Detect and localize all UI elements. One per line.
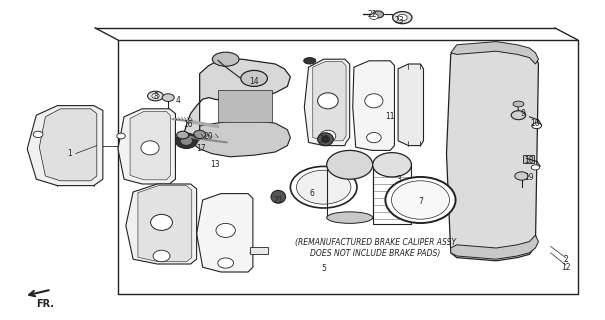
Text: 2: 2: [563, 255, 568, 264]
Polygon shape: [451, 42, 538, 64]
Ellipse shape: [141, 141, 159, 155]
Ellipse shape: [212, 52, 239, 66]
Text: 23: 23: [394, 16, 404, 25]
Ellipse shape: [320, 130, 336, 142]
Text: 19: 19: [525, 173, 534, 182]
Text: 17: 17: [196, 144, 206, 153]
Polygon shape: [185, 59, 290, 142]
Ellipse shape: [318, 93, 338, 109]
Text: 3: 3: [397, 175, 402, 184]
Bar: [523, 155, 534, 163]
Ellipse shape: [271, 190, 286, 203]
Polygon shape: [451, 235, 538, 259]
Polygon shape: [27, 106, 103, 186]
Text: 5: 5: [321, 264, 326, 273]
Ellipse shape: [397, 14, 407, 21]
Text: 8: 8: [153, 92, 158, 100]
Ellipse shape: [216, 223, 235, 237]
Ellipse shape: [218, 258, 234, 268]
Polygon shape: [197, 194, 253, 272]
Ellipse shape: [531, 165, 540, 170]
Text: 4: 4: [176, 96, 181, 105]
Ellipse shape: [511, 111, 526, 120]
Polygon shape: [398, 64, 424, 146]
Text: (REMANUFACTURED BRAKE CALIPER ASSY
DOES NOT INCLUDE BRAKE PADS): (REMANUFACTURED BRAKE CALIPER ASSY DOES …: [295, 238, 456, 258]
Text: 11: 11: [385, 112, 395, 121]
Ellipse shape: [370, 14, 378, 20]
Ellipse shape: [365, 94, 383, 108]
Polygon shape: [130, 111, 171, 180]
Ellipse shape: [152, 93, 159, 99]
Text: FR.: FR.: [36, 299, 54, 309]
Ellipse shape: [373, 153, 411, 177]
Ellipse shape: [194, 130, 206, 139]
Text: 10: 10: [531, 119, 540, 128]
Ellipse shape: [241, 70, 267, 86]
Ellipse shape: [318, 133, 333, 146]
Bar: [250, 247, 268, 254]
Ellipse shape: [153, 250, 170, 262]
Ellipse shape: [322, 136, 329, 142]
Ellipse shape: [296, 170, 351, 204]
Polygon shape: [185, 120, 290, 157]
Text: 20: 20: [204, 132, 214, 140]
Ellipse shape: [177, 131, 189, 139]
Ellipse shape: [532, 123, 541, 129]
Text: 7: 7: [418, 197, 423, 206]
Ellipse shape: [304, 58, 316, 64]
Polygon shape: [118, 109, 175, 184]
Ellipse shape: [117, 133, 125, 139]
Polygon shape: [39, 109, 97, 181]
Text: 22: 22: [367, 10, 377, 19]
Ellipse shape: [175, 133, 197, 148]
Ellipse shape: [515, 172, 528, 180]
Text: 1: 1: [67, 149, 72, 158]
Polygon shape: [126, 184, 197, 264]
Ellipse shape: [385, 177, 456, 223]
Text: 13: 13: [210, 160, 220, 169]
Polygon shape: [446, 43, 538, 261]
Ellipse shape: [513, 101, 524, 107]
Bar: [218, 90, 272, 122]
Text: 18: 18: [525, 156, 534, 164]
Ellipse shape: [327, 212, 373, 223]
Polygon shape: [313, 61, 346, 141]
Polygon shape: [353, 61, 394, 150]
Text: 21: 21: [273, 196, 283, 204]
Ellipse shape: [148, 91, 163, 101]
Ellipse shape: [393, 12, 412, 24]
Text: 6: 6: [309, 189, 314, 198]
Text: 9: 9: [521, 109, 526, 118]
Ellipse shape: [33, 131, 43, 138]
Polygon shape: [138, 186, 192, 262]
Ellipse shape: [327, 150, 373, 179]
Polygon shape: [304, 59, 350, 146]
Text: 12: 12: [561, 263, 571, 272]
Text: 15: 15: [319, 135, 329, 144]
Text: 16: 16: [183, 120, 192, 129]
Ellipse shape: [162, 94, 174, 101]
Ellipse shape: [373, 11, 384, 18]
Ellipse shape: [290, 166, 357, 208]
Ellipse shape: [367, 132, 381, 143]
Text: 14: 14: [249, 77, 259, 86]
Ellipse shape: [391, 181, 450, 219]
Ellipse shape: [151, 214, 172, 230]
Ellipse shape: [180, 136, 192, 145]
